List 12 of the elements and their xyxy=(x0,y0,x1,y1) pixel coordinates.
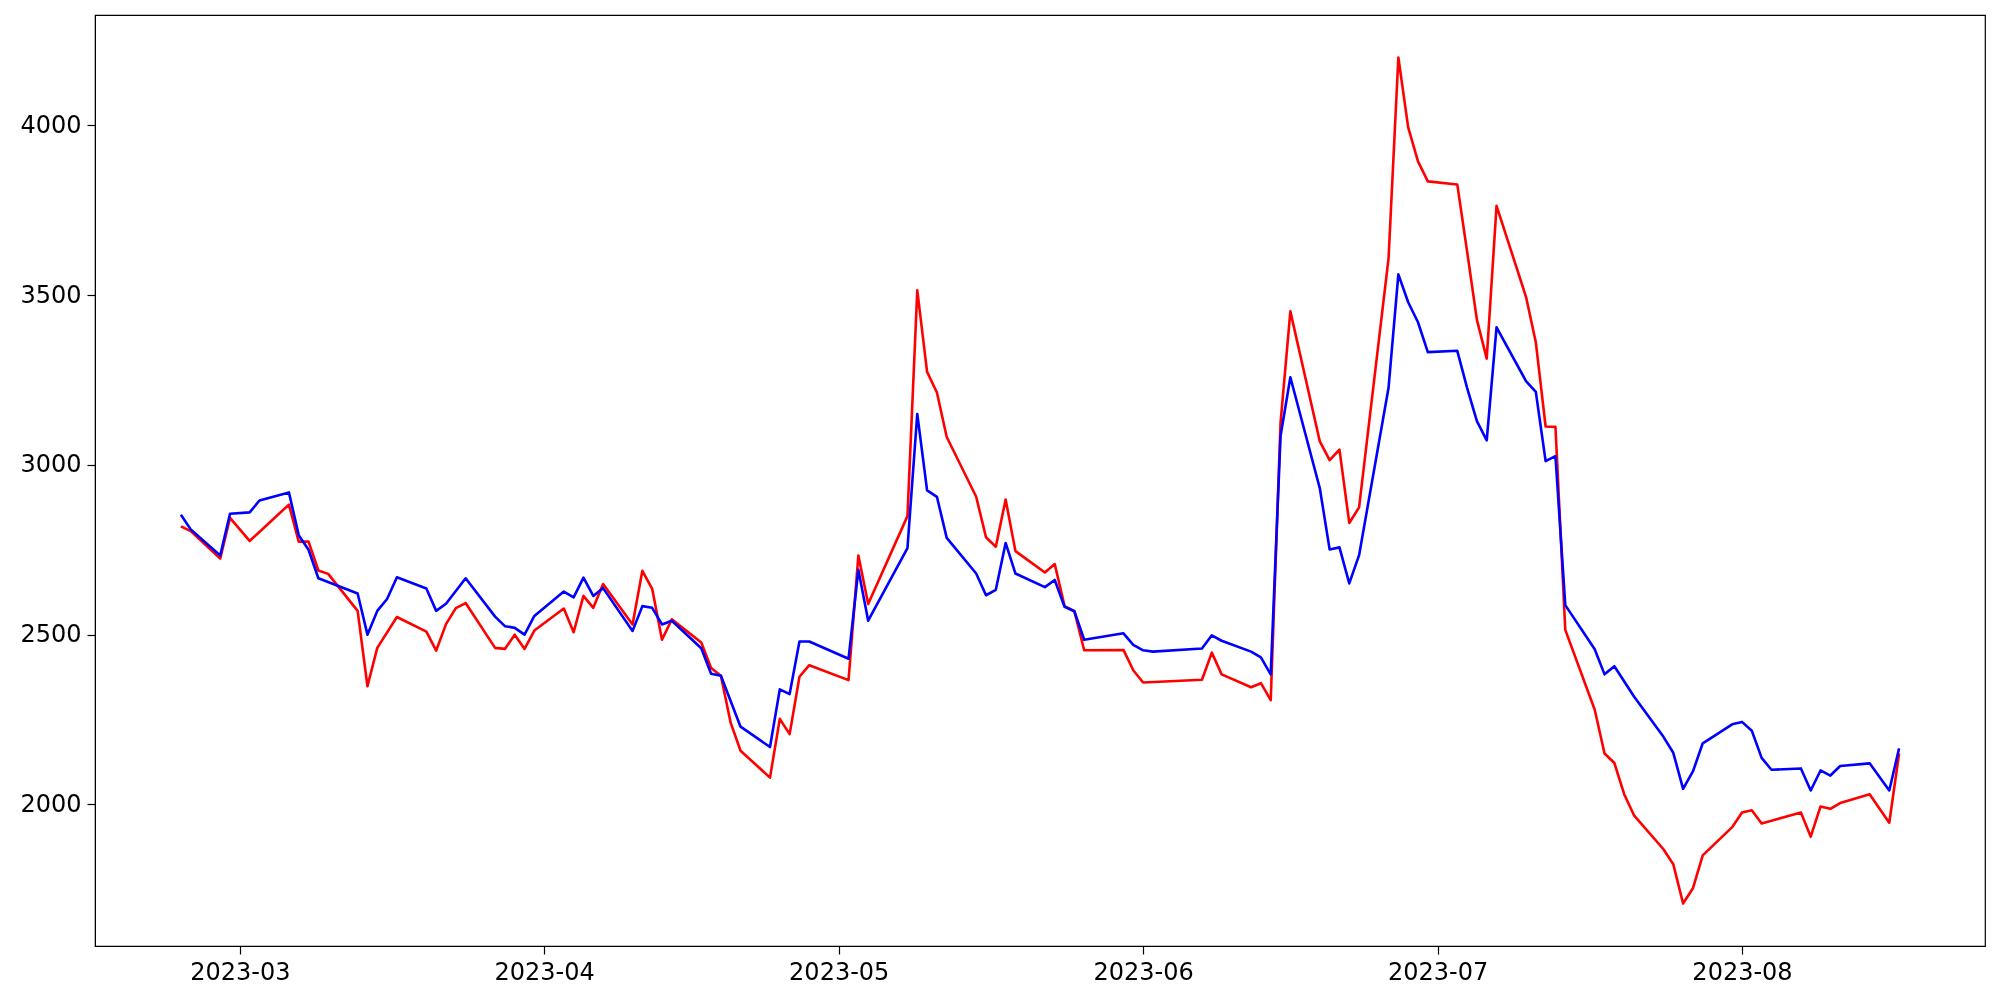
x-tick-label: 2023-04 xyxy=(494,957,595,986)
x-tick-label: 2023-07 xyxy=(1388,957,1489,986)
y-tick-label: 2500 xyxy=(20,620,82,649)
y-tick-label: 3500 xyxy=(20,280,82,309)
line-series xyxy=(179,273,1901,792)
x-tick-label: 2023-06 xyxy=(1093,957,1194,986)
y-tick-label: 4000 xyxy=(20,110,82,139)
x-tick-label: 2023-08 xyxy=(1692,957,1793,986)
y-tick-label: 3000 xyxy=(20,450,82,479)
x-tick-label: 2023-05 xyxy=(789,957,890,986)
y-tick-label: 2000 xyxy=(20,789,82,818)
x-tick-label: 2023-03 xyxy=(190,957,291,986)
